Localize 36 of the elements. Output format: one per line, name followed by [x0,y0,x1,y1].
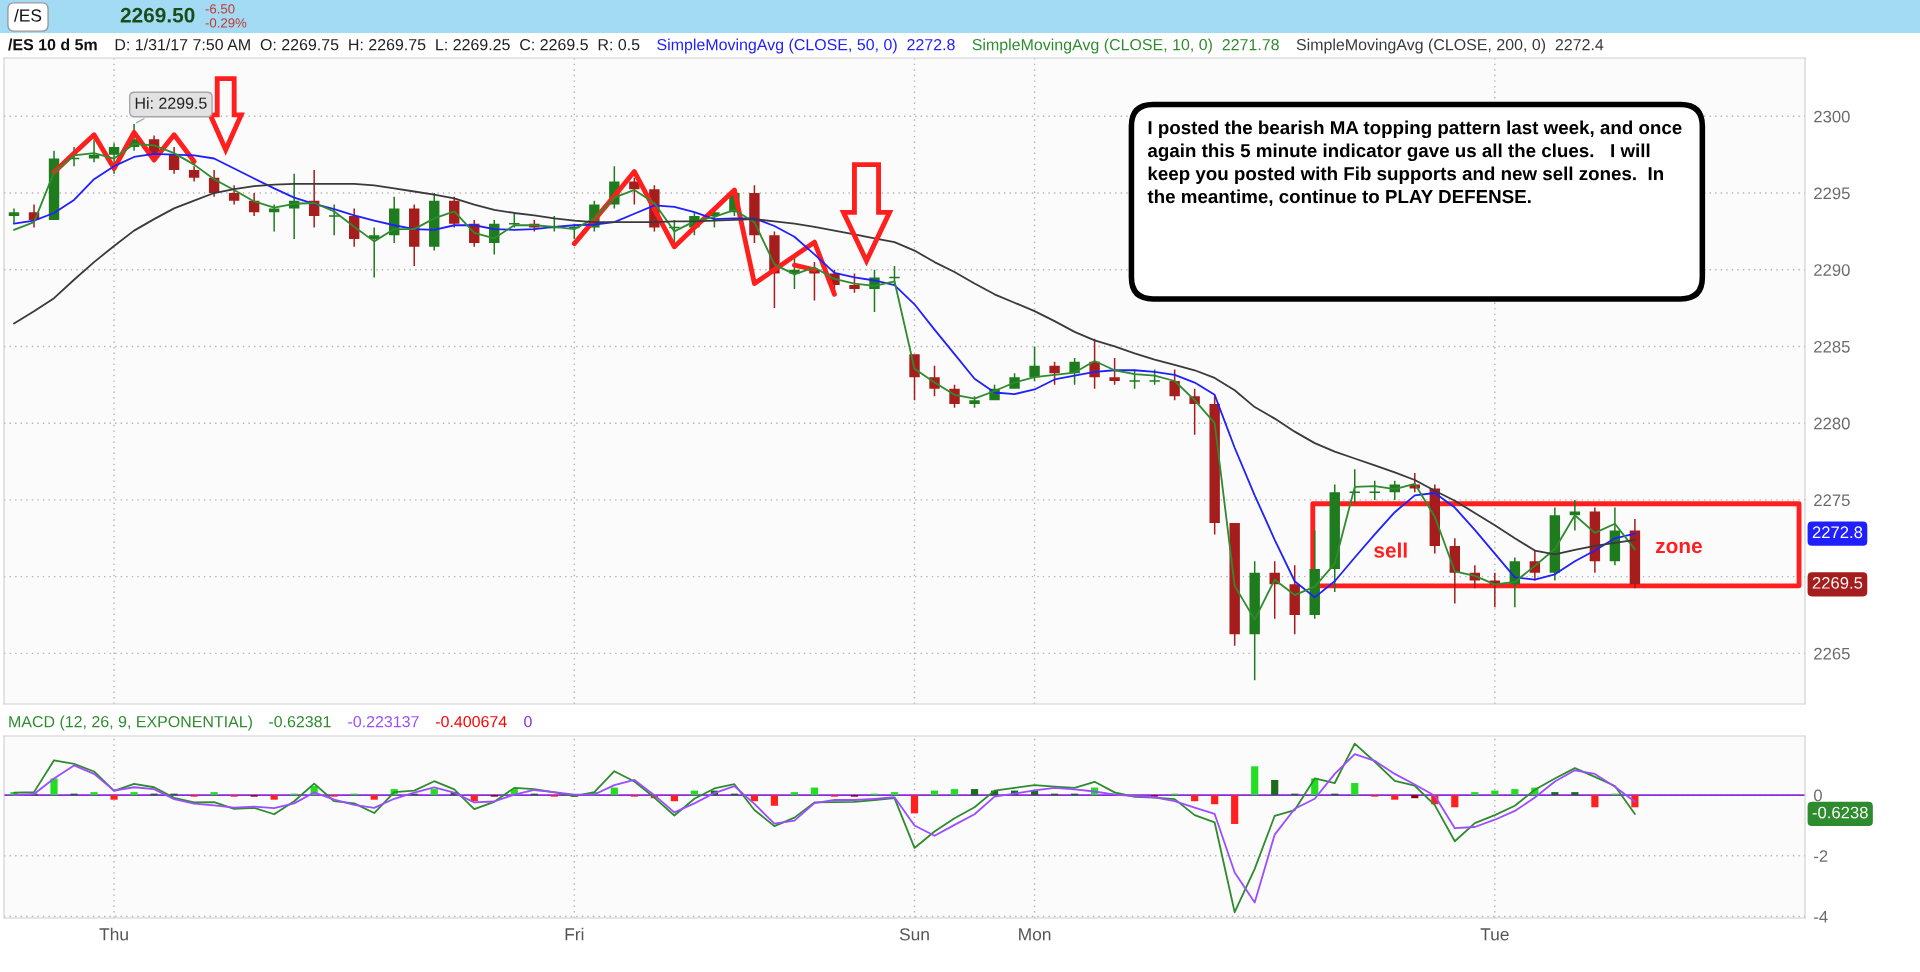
text: SimpleMovingAvg (CLOSE, 10, 0) 2271.78 [972,38,1279,54]
text: -0.62381 [269,715,331,728]
text: /ES [14,8,42,22]
text: -0.29% [205,18,247,28]
y-tick-label: 2280 [1814,417,1850,430]
annotation: zone [1656,541,1702,554]
annotation: I posted the bearish MA topping pattern last week, and once again this 5 minute indicator gave us all the clues. I will keep you posted with Fib supports and new sell zones. In the meantime, continue to PLAY DEFENSE. [1147,120,1682,206]
y-tick-label: 2300 [1814,110,1850,123]
text: -0.400674 [435,715,507,728]
ref-line-label: 0 [524,715,532,728]
text: -6.50 [205,4,235,14]
text: SimpleMovingAvg (CLOSE, 200, 0) 2272.4 [1296,38,1604,54]
text: 2269.5 [1812,576,1863,589]
text: -0.223137 [348,715,419,728]
chart-title: MACD (12, 26, 9, EXPONENTIAL) [9,715,252,731]
x-tick-label: Mon [1019,928,1051,941]
x-tick-label: Thu [99,927,128,941]
x-tick-label: Tue [1480,928,1509,941]
y-tick-label: -2 [1814,850,1828,862]
x-tick-label: Fri [565,927,584,941]
y-tick-label: 2265 [1814,647,1850,660]
text: SimpleMovingAvg (CLOSE, 50, 0) 2272.8 [657,38,955,54]
annotation: sell [1374,542,1407,558]
y-tick-label: 2275 [1814,494,1850,507]
y-tick-label: -4 [1814,911,1828,923]
x-tick-label: Sun [899,928,929,941]
chart-subtitle: D: 1/31/17 7:50 AM O: 2269.75 H: 2269.75 L: 2269.25 C: 2269.5 R: 0.5 [115,38,640,51]
y-tick-label: 0 [1813,789,1822,802]
text: 2269.50 [120,7,195,23]
text: 2272.8 [1812,526,1863,539]
y-tick-label: 2285 [1814,340,1850,353]
y-tick-label: 2295 [1814,187,1850,200]
chart-title: /ES 10 d 5m [8,38,97,51]
text: -0.6238 [1812,806,1868,819]
y-tick-label: 2290 [1814,264,1850,276]
annotation: Hi: 2299.5 [135,97,207,109]
